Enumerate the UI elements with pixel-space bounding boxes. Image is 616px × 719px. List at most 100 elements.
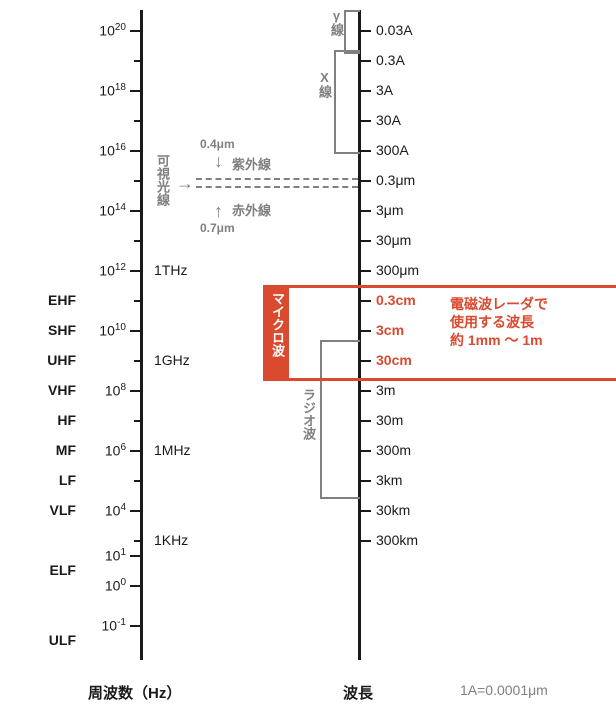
band-label: SHF (30, 323, 76, 337)
freq-tick (130, 510, 140, 512)
wave-label: 30m (376, 413, 403, 427)
freq-tick (130, 150, 140, 152)
callout-2: 使用する波長 (450, 315, 534, 329)
wave-axis-title: 波長 (343, 682, 373, 703)
freq-power-label: 1018 (82, 83, 126, 98)
band-label: ULF (30, 633, 76, 647)
gamma-label: γ線 (330, 8, 343, 36)
wave-tick (361, 390, 371, 392)
freq-power-label: 1020 (82, 23, 126, 38)
freq-power-label: 108 (82, 383, 126, 398)
band-label: ELF (30, 563, 76, 577)
freq-minor-tick (134, 540, 140, 542)
freq-axis (140, 10, 143, 660)
freq-tick (130, 330, 140, 332)
xray-label: X線 (318, 70, 331, 98)
wave-tick (361, 240, 371, 242)
bracket (344, 10, 360, 54)
visible-top-val: 0.4μm (200, 138, 235, 150)
freq-power-label: 104 (82, 503, 126, 518)
wave-label: 300m (376, 443, 411, 457)
freq-tick (130, 270, 140, 272)
wave-tick (361, 480, 371, 482)
wave-tick (361, 210, 371, 212)
wave-label: 300A (376, 143, 409, 157)
freq-minor-tick (134, 120, 140, 122)
freq-minor-tick (134, 240, 140, 242)
wave-tick (361, 120, 371, 122)
wave-label: 300km (376, 533, 418, 547)
microwave-box (263, 285, 616, 381)
callout-3: 約 1mm 〜 1m (450, 333, 543, 347)
freq-minor-tick (134, 360, 140, 362)
wave-label: 0.03A (376, 23, 413, 37)
wave-label: 3A (376, 83, 393, 97)
wave-label: 300μm (376, 263, 419, 277)
wave-label: 3km (376, 473, 402, 487)
wave-tick (361, 180, 371, 182)
freq-minor-tick (134, 420, 140, 422)
wave-tick (361, 510, 371, 512)
wave-label: 3μm (376, 203, 404, 217)
wave-tick (361, 30, 371, 32)
wave-tick (361, 90, 371, 92)
wave-tick (361, 450, 371, 452)
freq-power-label: 1012 (82, 263, 126, 278)
freq-named: 1KHz (154, 533, 188, 547)
ir-label: 赤外線 (232, 204, 271, 217)
arrow-down-icon: ↓ (214, 152, 223, 170)
freq-minor-tick (134, 60, 140, 62)
arrow-right-icon: → (176, 174, 194, 192)
band-label: MF (30, 443, 76, 457)
freq-named: 1THz (154, 263, 187, 277)
arrow-up-icon: ↑ (214, 202, 223, 220)
band-label: LF (30, 473, 76, 487)
freq-tick (130, 30, 140, 32)
freq-tick (130, 90, 140, 92)
band-label: UHF (30, 353, 76, 367)
wave-label: 30A (376, 113, 401, 127)
wave-tick (361, 270, 371, 272)
uv-label: 紫外線 (232, 158, 271, 171)
freq-tick (130, 555, 140, 557)
wave-tick (361, 60, 371, 62)
freq-power-label: 10-1 (82, 618, 126, 633)
visible-label: 可視光線 (156, 154, 169, 206)
freq-power-label: 1014 (82, 203, 126, 218)
footnote: 1A=0.0001μm (460, 682, 548, 698)
radio-label: ラジオ波 (302, 388, 315, 440)
band-label: EHF (30, 293, 76, 307)
microwave-label: マイクロ波 (266, 288, 289, 378)
freq-tick (130, 450, 140, 452)
band-label: VLF (30, 503, 76, 517)
wave-tick (361, 420, 371, 422)
freq-named: 1MHz (154, 443, 191, 457)
freq-power-label: 1016 (82, 143, 126, 158)
freq-named: 1GHz (154, 353, 190, 367)
freq-tick (130, 390, 140, 392)
freq-minor-tick (134, 300, 140, 302)
callout-1: 電磁波レーダで (450, 297, 548, 311)
band-label: VHF (30, 383, 76, 397)
freq-tick (130, 585, 140, 587)
freq-power-label: 1010 (82, 323, 126, 338)
freq-minor-tick (134, 480, 140, 482)
wave-label: 0.3μm (376, 173, 415, 187)
freq-power-label: 106 (82, 443, 126, 458)
wave-tick (361, 540, 371, 542)
freq-power-label: 100 (82, 578, 126, 593)
freq-tick (130, 210, 140, 212)
band-label: HF (30, 413, 76, 427)
visible-bot-val: 0.7μm (200, 222, 235, 234)
wave-label: 0.3A (376, 53, 405, 67)
freq-minor-tick (134, 180, 140, 182)
freq-axis-title: 周波数（Hz） (88, 682, 181, 703)
visible-dash (196, 186, 358, 188)
bracket (334, 50, 360, 154)
freq-power-label: 101 (82, 548, 126, 563)
wave-label: 30km (376, 503, 410, 517)
visible-dash (196, 178, 358, 180)
wave-tick (361, 150, 371, 152)
wave-label: 3m (376, 383, 395, 397)
freq-tick (130, 625, 140, 627)
